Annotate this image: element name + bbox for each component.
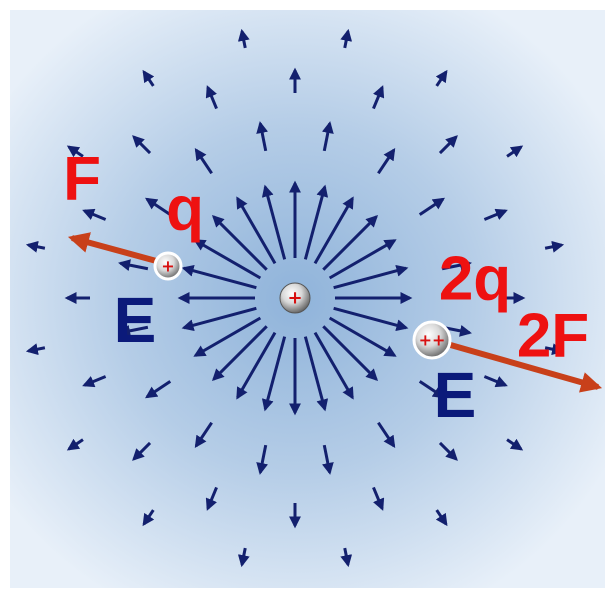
field-arrow <box>181 264 257 290</box>
field-label: E <box>114 284 157 356</box>
field-arrow <box>441 259 472 272</box>
field-arrow <box>340 547 353 568</box>
force-label: F <box>63 144 101 213</box>
field-arrow <box>193 316 262 357</box>
field-arrow <box>118 324 149 337</box>
field-arrow <box>372 85 385 110</box>
field-arrow <box>145 197 172 216</box>
field-arrow <box>261 184 287 260</box>
field-arrow <box>435 69 448 87</box>
field-arrow <box>261 336 287 412</box>
field-arrow <box>132 441 152 461</box>
field-arrow <box>142 69 155 87</box>
field-arrow <box>211 214 268 271</box>
field-arrow <box>418 380 445 399</box>
field-arrow <box>333 306 409 332</box>
field-arrow <box>333 264 409 290</box>
field-arrow <box>145 380 172 399</box>
field-arrow <box>82 375 107 388</box>
field-arrow <box>237 28 250 49</box>
source-charge <box>279 282 311 314</box>
field-arrow <box>377 148 396 175</box>
force-arrow <box>439 339 603 393</box>
field-arrow <box>256 121 269 152</box>
field-arrow <box>544 240 565 253</box>
field-arrow <box>483 375 508 388</box>
field-arrow <box>256 444 269 475</box>
field-arrow <box>193 239 262 280</box>
field-arrow <box>313 196 354 265</box>
field-arrow <box>237 547 250 568</box>
field-arrow <box>321 121 334 152</box>
test-charge <box>412 320 452 360</box>
field-arrow <box>438 441 458 461</box>
field-arrow <box>321 444 334 475</box>
field-arrow <box>313 331 354 400</box>
field-arrow <box>303 336 329 412</box>
field-arrow <box>435 509 448 527</box>
field-arrow <box>483 208 508 221</box>
force-arrow <box>67 232 161 265</box>
field-arrow <box>66 438 84 451</box>
force-label: 2F <box>517 301 589 370</box>
field-arrow <box>211 325 268 382</box>
field-arrow <box>303 184 329 260</box>
field-arrow <box>322 325 379 382</box>
field-arrow <box>205 85 218 110</box>
field-arrow <box>118 259 149 272</box>
charge-label: q <box>166 174 204 243</box>
field-arrow <box>236 331 277 400</box>
field-arrow <box>438 135 458 155</box>
charge-sign: ++ <box>419 331 446 350</box>
field-arrow <box>340 28 353 49</box>
charge-label: 2q <box>439 244 511 313</box>
field-arrow <box>377 421 396 448</box>
field-arrow <box>328 239 397 280</box>
field-arrow <box>328 316 397 357</box>
field-arrow <box>25 343 46 356</box>
field-arrow <box>205 486 218 511</box>
field-arrow <box>194 148 213 175</box>
field-arrow <box>506 438 524 451</box>
field-arrow <box>132 135 152 155</box>
charge-sign: + <box>287 288 302 309</box>
charge-sign: + <box>161 257 174 276</box>
field-arrow <box>181 306 257 332</box>
field-arrow <box>418 197 445 216</box>
field-arrow <box>372 486 385 511</box>
test-charge <box>153 251 183 281</box>
field-arrow <box>66 145 84 158</box>
field-arrow <box>544 343 565 356</box>
field-arrow <box>82 208 107 221</box>
field-arrow <box>194 421 213 448</box>
field-lines <box>25 28 565 568</box>
field-arrow <box>322 214 379 271</box>
field-arrow <box>25 240 46 253</box>
field-label: E <box>434 359 477 431</box>
field-arrow <box>236 196 277 265</box>
field-arrow <box>506 145 524 158</box>
field-arrow <box>142 509 155 527</box>
